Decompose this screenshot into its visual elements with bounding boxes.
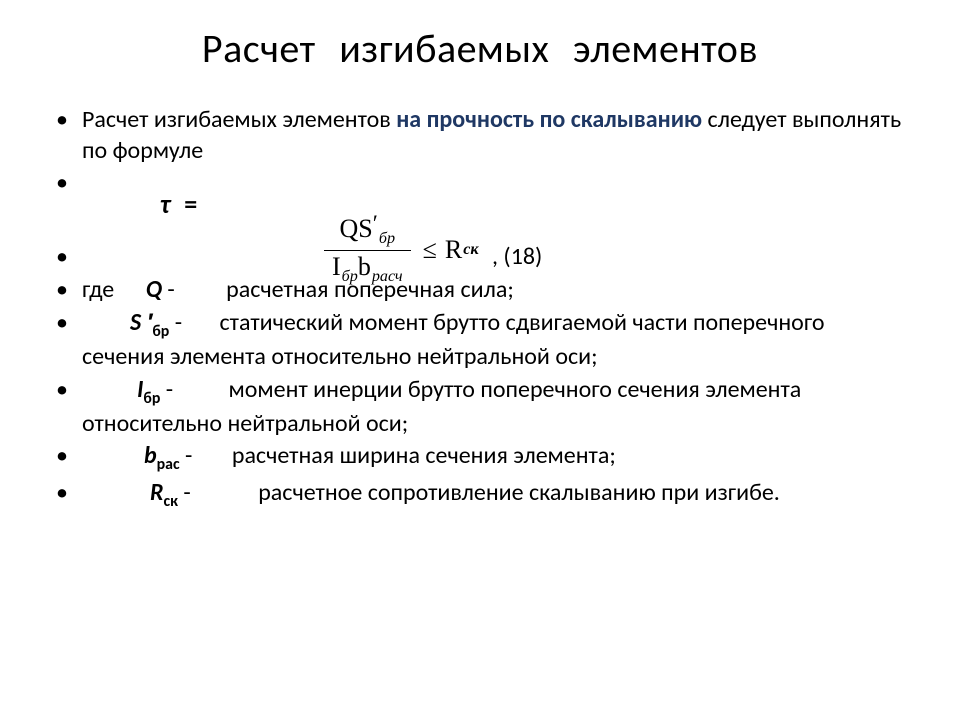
- formula-s: S: [358, 214, 372, 243]
- tau-symbol: τ: [82, 188, 170, 221]
- bullet-equation-number: , (18): [50, 242, 910, 273]
- intro-prefix: Расчет изгибаемых элементов: [82, 105, 396, 134]
- bullet-def-i: Iбр - момент инерции брутто поперечного …: [50, 375, 910, 440]
- def-i-text: момент инерции брутто поперечного сечени…: [82, 375, 801, 438]
- bullet-def-s: S ′бр - статический момент брутто сдвига…: [50, 308, 910, 373]
- bullet-def-q: где Q - расчетная поперечная сила;: [50, 275, 910, 306]
- where-label: где: [82, 275, 114, 304]
- formula-s-sub: бр: [378, 230, 395, 247]
- fraction-denominator: Iбрbрасч: [324, 252, 411, 287]
- fraction-numerator: QS′бр: [332, 214, 404, 249]
- formula-block: QS′бр Iбрbрасч ≤ Rск: [324, 214, 479, 286]
- intro-highlight: на прочность по скалыванию: [396, 105, 702, 134]
- fraction: QS′бр Iбрbрасч: [324, 214, 411, 286]
- formula-r: R: [445, 235, 462, 265]
- symbol-b: b: [144, 441, 157, 470]
- dash: -: [185, 441, 198, 470]
- formula-i-sub: бр: [341, 268, 358, 285]
- symbol-b-sub: рас: [157, 455, 180, 474]
- symbol-r: R: [150, 478, 164, 507]
- slide: Расчет изгибаемых элементов Расчет изгиб…: [0, 0, 960, 720]
- bullet-def-b: bрас - расчетная ширина сечения элемента…: [50, 441, 910, 475]
- formula-prime: ′: [373, 211, 378, 237]
- bullet-list: Расчет изгибаемых элементов на прочность…: [50, 105, 910, 512]
- bullet-def-r: Rск - расчетное сопротивление скалыванию…: [50, 478, 910, 512]
- formula-i: I: [332, 252, 341, 281]
- def-b-text: расчетная ширина сечения элемента;: [232, 441, 616, 470]
- symbol-q: Q: [146, 275, 162, 304]
- symbol-s: S ′: [130, 308, 152, 337]
- fraction-bar: [324, 250, 411, 251]
- equals-sign: =: [170, 188, 205, 221]
- le-sign: ≤: [411, 235, 445, 265]
- formula-r-sub: ск: [462, 241, 478, 259]
- dash: -: [175, 308, 188, 337]
- dash: -: [183, 478, 196, 507]
- def-s-text: статический момент брутто сдвигаемой час…: [82, 308, 825, 371]
- symbol-s-sub: бр: [152, 322, 169, 341]
- dash: -: [167, 275, 180, 304]
- formula-q: Q: [340, 214, 359, 243]
- symbol-r-sub: ск: [164, 491, 178, 510]
- bullet-formula-line: τ =: [50, 168, 910, 240]
- dash: -: [166, 375, 179, 404]
- formula-b: b: [358, 252, 371, 281]
- def-r-text: расчетное сопротивление скалыванию при и…: [258, 478, 780, 507]
- formula-b-sub: расч: [371, 268, 403, 285]
- symbol-i-sub: бр: [143, 388, 160, 407]
- bullet-intro: Расчет изгибаемых элементов на прочность…: [50, 105, 910, 166]
- slide-title: Расчет изгибаемых элементов: [50, 24, 910, 73]
